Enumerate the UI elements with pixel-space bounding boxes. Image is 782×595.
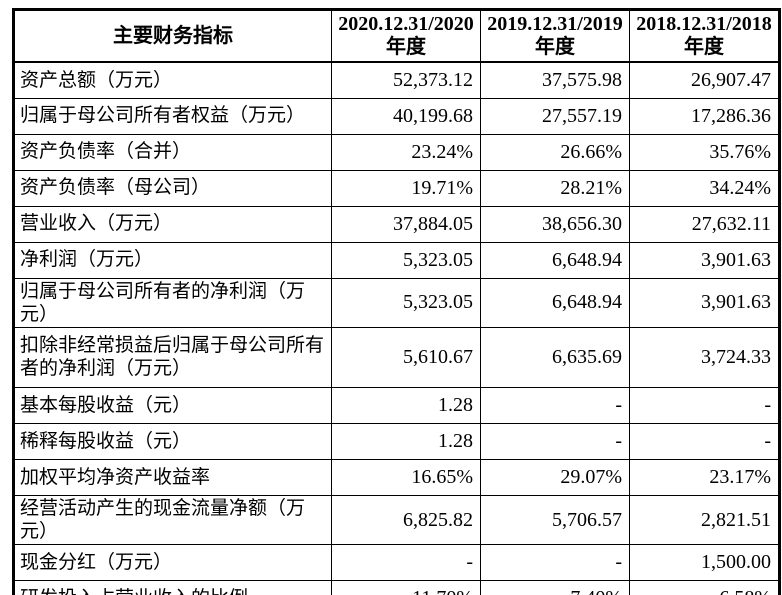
- row-label: 基本每股收益（元）: [13, 386, 332, 424]
- header-year-2018: 2018.12.31/2018 年度: [629, 9, 780, 63]
- table-row: 资产负债率（母公司） 19.71% 28.21% 34.24%: [13, 169, 780, 207]
- row-value-2018: -: [629, 422, 780, 460]
- row-label: 资产负债率（合并）: [13, 133, 332, 171]
- header-year-2020-date: 2020.12.31/2020: [338, 13, 474, 35]
- table-row: 加权平均净资产收益率 16.65% 29.07% 23.17%: [13, 458, 780, 496]
- header-row: 主要财务指标 2020.12.31/2020 年度 2019.12.31/201…: [13, 9, 780, 63]
- header-year-2019-suffix: 年度: [535, 36, 575, 58]
- row-value-2020: 5,323.05: [331, 277, 481, 328]
- row-value-2019: 26.66%: [480, 133, 630, 171]
- row-value-2019: 5,706.57: [480, 494, 630, 546]
- table-row: 营业收入（万元） 37,884.05 38,656.30 27,632.11: [13, 205, 780, 243]
- row-value-2019: 38,656.30: [480, 205, 630, 243]
- row-value-2020: 40,199.68: [331, 97, 481, 135]
- row-value-2020: 5,323.05: [331, 241, 481, 279]
- row-value-2020: 1.28: [331, 386, 481, 424]
- row-value-2020: 37,884.05: [331, 205, 481, 243]
- row-value-2019: 6,648.94: [480, 277, 630, 328]
- row-value-2018: 2,821.51: [629, 494, 780, 546]
- row-value-2018: 35.76%: [629, 133, 780, 171]
- row-value-2018: 6.58%: [629, 580, 780, 595]
- row-label: 资产负债率（母公司）: [13, 169, 332, 207]
- row-label: 现金分红（万元）: [13, 544, 332, 582]
- table-row: 归属于母公司所有者权益（万元） 40,199.68 27,557.19 17,2…: [13, 97, 780, 135]
- row-value-2019: 29.07%: [480, 458, 630, 496]
- row-value-2018: 3,901.63: [629, 277, 780, 328]
- header-year-2018-date: 2018.12.31/2018: [636, 13, 772, 35]
- table-row: 资产负债率（合并） 23.24% 26.66% 35.76%: [13, 133, 780, 171]
- row-value-2019: 37,575.98: [480, 61, 630, 99]
- row-value-2019: -: [480, 544, 630, 582]
- row-value-2019: 27,557.19: [480, 97, 630, 135]
- table-row: 经营活动产生的现金流量净额（万元） 6,825.82 5,706.57 2,82…: [13, 494, 780, 546]
- row-value-2020: -: [331, 544, 481, 582]
- row-value-2019: -: [480, 422, 630, 460]
- row-label: 归属于母公司所有者权益（万元）: [13, 97, 332, 135]
- financial-indicators-table: 主要财务指标 2020.12.31/2020 年度 2019.12.31/201…: [12, 8, 781, 595]
- table-row: 归属于母公司所有者的净利润（万元） 5,323.05 6,648.94 3,90…: [13, 277, 780, 328]
- header-metric-label: 主要财务指标: [13, 9, 332, 63]
- row-value-2020: 11.70%: [331, 580, 481, 595]
- row-label: 稀释每股收益（元）: [13, 422, 332, 460]
- row-value-2020: 52,373.12: [331, 61, 481, 99]
- row-value-2020: 6,825.82: [331, 494, 481, 546]
- row-value-2020: 5,610.67: [331, 326, 481, 388]
- table-row: 资产总额（万元） 52,373.12 37,575.98 26,907.47: [13, 61, 780, 99]
- row-label: 扣除非经常损益后归属于母公司所有者的净利润（万元）: [13, 326, 332, 388]
- row-value-2019: 28.21%: [480, 169, 630, 207]
- row-value-2018: -: [629, 386, 780, 424]
- row-value-2018: 34.24%: [629, 169, 780, 207]
- row-value-2019: 7.40%: [480, 580, 630, 595]
- table-row: 净利润（万元） 5,323.05 6,648.94 3,901.63: [13, 241, 780, 279]
- row-value-2018: 3,724.33: [629, 326, 780, 388]
- row-value-2020: 19.71%: [331, 169, 481, 207]
- table-row: 研发投入占营业收入的比例 11.70% 7.40% 6.58%: [13, 580, 780, 595]
- table-row: 稀释每股收益（元） 1.28 - -: [13, 422, 780, 460]
- table-row: 扣除非经常损益后归属于母公司所有者的净利润（万元） 5,610.67 6,635…: [13, 326, 780, 388]
- table-row: 现金分红（万元） - - 1,500.00: [13, 544, 780, 582]
- row-value-2018: 23.17%: [629, 458, 780, 496]
- header-year-2020-suffix: 年度: [386, 36, 426, 58]
- row-value-2020: 16.65%: [331, 458, 481, 496]
- header-year-2019: 2019.12.31/2019 年度: [480, 9, 630, 63]
- header-year-2020: 2020.12.31/2020 年度: [331, 9, 481, 63]
- row-value-2020: 1.28: [331, 422, 481, 460]
- row-label: 加权平均净资产收益率: [13, 458, 332, 496]
- row-value-2018: 17,286.36: [629, 97, 780, 135]
- row-label: 归属于母公司所有者的净利润（万元）: [13, 277, 332, 328]
- header-year-2019-date: 2019.12.31/2019: [487, 13, 623, 35]
- row-value-2019: 6,648.94: [480, 241, 630, 279]
- row-label: 净利润（万元）: [13, 241, 332, 279]
- row-label: 资产总额（万元）: [13, 61, 332, 99]
- header-year-2018-suffix: 年度: [684, 36, 724, 58]
- row-value-2018: 27,632.11: [629, 205, 780, 243]
- row-value-2018: 26,907.47: [629, 61, 780, 99]
- row-label: 营业收入（万元）: [13, 205, 332, 243]
- row-value-2019: 6,635.69: [480, 326, 630, 388]
- row-label: 研发投入占营业收入的比例: [13, 580, 332, 595]
- row-value-2018: 3,901.63: [629, 241, 780, 279]
- row-value-2018: 1,500.00: [629, 544, 780, 582]
- row-value-2020: 23.24%: [331, 133, 481, 171]
- row-value-2019: -: [480, 386, 630, 424]
- table-row: 基本每股收益（元） 1.28 - -: [13, 386, 780, 424]
- row-label: 经营活动产生的现金流量净额（万元）: [13, 494, 332, 546]
